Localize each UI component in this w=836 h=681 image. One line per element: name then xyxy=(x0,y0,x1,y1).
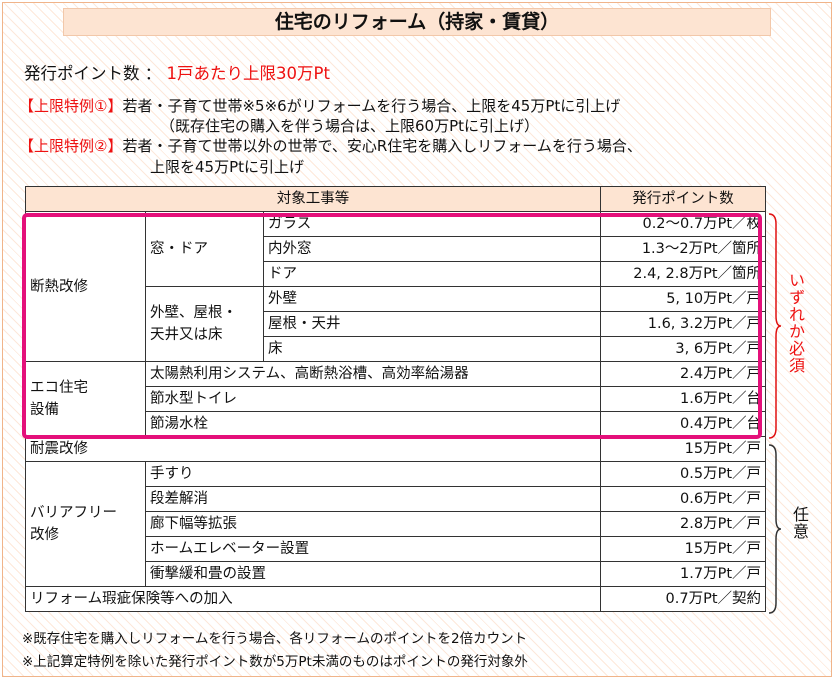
wall-roof-line-2: 天井又は床 xyxy=(150,327,223,343)
footnote-1: ※既存住宅を購入しリフォームを行う場合、各リフォームのポイントを2倍カウント xyxy=(22,631,528,647)
special-2-row: 【上限特例②】若者・子育て世帯以外の世帯で、安心R住宅を購入しリフォームを行う場… xyxy=(19,135,642,156)
eco-line-2: 設備 xyxy=(30,402,59,418)
footnote-2: ※上記算定特例を除いた発行ポイント数が5万Pt未満のものはポイントの発行対象外 xyxy=(22,654,528,670)
points-corridor: 2.8万Pt／戸 xyxy=(600,511,767,537)
subcategory-window-door: 窓・ドア xyxy=(145,211,264,287)
points-toilet: 1.6万Pt／台 xyxy=(600,386,767,412)
table-row: バリアフリー 改修 手すり 0.5万Pt／戸 xyxy=(25,461,767,587)
special-2-continued: 上限を45万Ptに引上げ xyxy=(150,158,305,176)
item-door: ドア xyxy=(262,261,602,287)
item-corridor: 廊下幅等拡張 xyxy=(144,511,602,537)
table-row: 節湯水栓 0.4万Pt／台 xyxy=(26,411,767,437)
item-handrail: 手すり xyxy=(144,461,602,487)
eco-line-1: エコ住宅 xyxy=(30,380,88,396)
points-tatami: 1.7万Pt／戸 xyxy=(600,561,767,587)
special-1-text: 若者・子育て世帯※5※6がリフォームを行う場合、上限を45万Ptに引上げ xyxy=(122,97,621,115)
points-handrail: 0.5万Pt／戸 xyxy=(600,461,767,487)
page-title: 住宅のリフォーム（持家・賃貸） xyxy=(63,8,771,36)
table-row: 断熱改修 窓・ドア ガラス 0.2～0.7万Pt／枚 xyxy=(25,211,767,362)
special-1-note: （既存住宅の購入を伴う場合は、上限60万Ptに引上げ） xyxy=(160,117,540,135)
item-elevator: ホームエレベーター設置 xyxy=(144,536,602,562)
wall-roof-line-1: 外壁、屋根・ xyxy=(150,305,237,321)
points-glass: 0.2～0.7万Pt／枚 xyxy=(600,211,767,237)
barrier-line-2: 改修 xyxy=(30,527,59,543)
barrier-line-1: バリアフリー xyxy=(30,505,117,521)
table-row: リフォーム瑕疵保険等への加入 0.7万Pt／契約 xyxy=(24,586,767,612)
item-glass: ガラス xyxy=(262,211,602,237)
subcategory-wall-roof: 外壁、屋根・ 天井又は床 xyxy=(145,286,264,362)
points-door: 2.4, 2.8万Pt／箇所 xyxy=(600,261,767,287)
table-row: 耐震改修 15万Pt／戸 xyxy=(24,436,767,462)
item-toilet: 節水型トイレ xyxy=(144,386,602,412)
table-row: ホームエレベーター設置 15万Pt／戸 xyxy=(26,536,767,562)
points-warranty: 0.7万Pt／契約 xyxy=(600,586,767,612)
points-row: 発行ポイント数 ： 1戸あたり上限30万Pt xyxy=(24,60,330,84)
table-row: 床 3, 6万Pt／戸 xyxy=(26,336,767,362)
category-barrier-free: バリアフリー 改修 xyxy=(25,461,146,587)
table-row: 節水型トイレ 1.6万Pt／台 xyxy=(26,386,767,412)
points-table: 対象工事等 発行ポイント数 断熱改修 窓・ドア ガラス 0.2～0.7万Pt／枚… xyxy=(24,186,767,612)
special-2-tag: 【上限特例②】 xyxy=(19,137,123,155)
points-step: 0.6万Pt／戸 xyxy=(600,486,767,512)
table-row: ドア 2.4, 2.8万Pt／箇所 xyxy=(26,261,767,287)
points-inner-window: 1.3～2万Pt／箇所 xyxy=(600,236,767,262)
points-solar: 2.4万Pt／戸 xyxy=(600,361,767,387)
special-2-text: 若者・子育て世帯以外の世帯で、安心R住宅を購入しリフォームを行う場合、 xyxy=(122,137,642,155)
points-value: 1戸あたり上限30万Pt xyxy=(166,64,330,83)
header-points: 発行ポイント数 xyxy=(600,186,767,212)
item-roof: 屋根・天井 xyxy=(262,311,602,337)
table-row: 段差解消 0.6万Pt／戸 xyxy=(26,486,767,512)
points-floor: 3, 6万Pt／戸 xyxy=(600,336,767,362)
item-step: 段差解消 xyxy=(144,486,602,512)
item-inner-window: 内外窓 xyxy=(262,236,602,262)
item-solar: 太陽熱利用システム、高断熱浴槽、高効率給湯器 xyxy=(144,361,602,387)
table-header-row: 対象工事等 発行ポイント数 xyxy=(24,186,767,212)
item-wall: 外壁 xyxy=(262,286,602,312)
points-roof: 1.6, 3.2万Pt／戸 xyxy=(600,311,767,337)
table-row: 外壁、屋根・ 天井又は床 外壁 5, 10万Pt／戸 xyxy=(26,286,767,362)
item-faucet: 節湯水栓 xyxy=(144,411,602,437)
optional-label: 任意 xyxy=(790,506,809,540)
special-1-row: 【上限特例①】若者・子育て世帯※5※6がリフォームを行う場合、上限を45万Ptに… xyxy=(19,95,620,116)
points-faucet: 0.4万Pt／台 xyxy=(600,411,767,437)
table-row: 屋根・天井 1.6, 3.2万Pt／戸 xyxy=(26,311,767,337)
item-tatami: 衝撃緩和畳の設置 xyxy=(144,561,602,587)
item-seismic: 耐震改修 xyxy=(24,436,602,462)
category-eco: エコ住宅 設備 xyxy=(25,361,146,437)
table-row: 衝撃緩和畳の設置 1.7万Pt／戸 xyxy=(26,561,767,587)
special-1-tag: 【上限特例①】 xyxy=(19,97,123,115)
item-warranty: リフォーム瑕疵保険等への加入 xyxy=(24,586,602,612)
points-seismic: 15万Pt／戸 xyxy=(600,436,767,462)
item-floor: 床 xyxy=(262,336,602,362)
required-label: いずれか必須 xyxy=(786,272,805,374)
header-work: 対象工事等 xyxy=(24,186,602,212)
points-elevator: 15万Pt／戸 xyxy=(600,536,767,562)
points-label: 発行ポイント数 ： xyxy=(24,64,162,83)
points-wall: 5, 10万Pt／戸 xyxy=(600,286,767,312)
optional-brace xyxy=(768,444,782,614)
table-row: エコ住宅 設備 太陽熱利用システム、高断熱浴槽、高効率給湯器 2.4万Pt／戸 xyxy=(25,361,767,437)
required-brace xyxy=(768,213,782,439)
category-insulation: 断熱改修 xyxy=(25,211,146,362)
